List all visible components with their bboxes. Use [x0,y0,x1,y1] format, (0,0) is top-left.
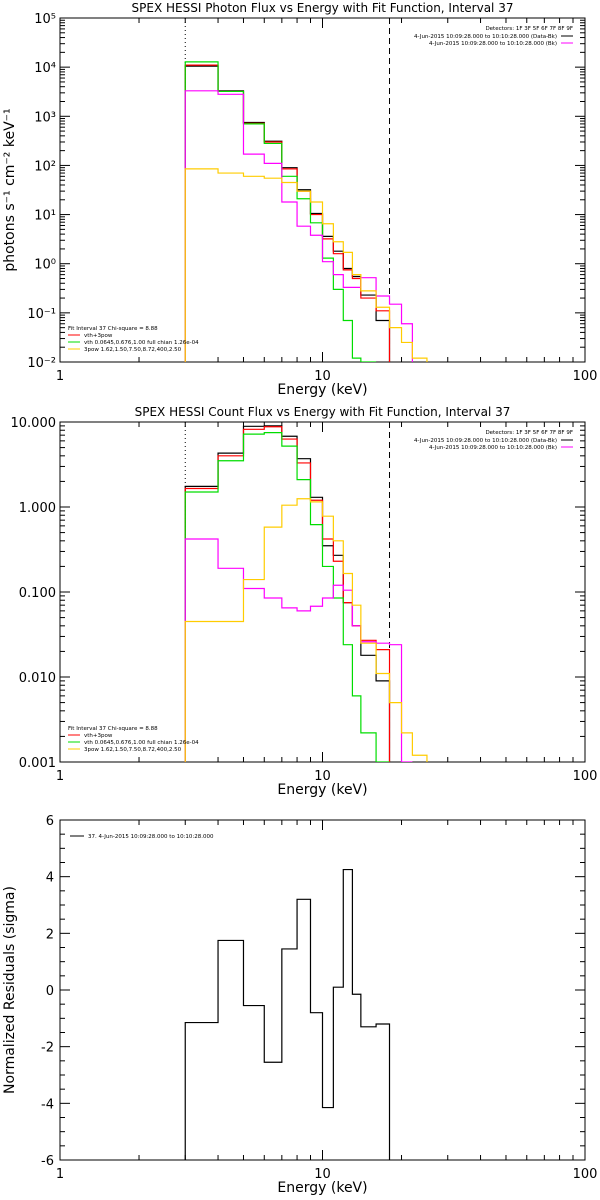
series-line-4 [184,168,428,362]
x-axis-title: Energy (keV) [277,1180,367,1196]
x-tick-label: 100 [573,1167,598,1182]
y-tick-label: 6 [46,814,54,829]
x-tick-label: 1 [56,1167,64,1182]
series-group [184,868,391,1160]
series-line-0 [184,425,391,762]
legend-entry: Fit Interval 37 Chi-square = 8.88 [68,726,158,732]
series-group [184,61,428,362]
plot-frame [59,421,586,763]
series-line-1 [184,426,391,762]
series-line-3 [184,538,413,762]
legend-entry: 3pow 1.62,1.50,7.50,8.72,400,2.50 [84,747,182,753]
plot-frame [59,17,586,363]
legend-entry: vth+3pow [84,333,113,339]
legend-entry: 3pow 1.62,1.50,7.50,8.72,400,2.50 [84,347,182,353]
y-tick-label: 10⁰ [34,258,56,273]
y-tick-label: -2 [41,1041,54,1056]
x-tick-label: 100 [573,369,598,384]
y-tick-label: 10.000 [11,416,57,431]
y-tick-label: 10² [34,159,56,174]
x-tick-label: 1 [56,769,64,784]
y-tick-label: 4 [46,871,54,886]
y-tick-label: 10⁻² [27,356,56,371]
y-tick-label: 10⁵ [34,12,56,27]
legend-entry: Fit Interval 37 Chi-square = 8.88 [68,326,158,332]
detector-time-range: 4-Jun-2015 10:09:28.000 to 10:10:28.000 … [414,438,557,444]
legend-entry: vth 0.0645,0.676,1.00 full chian 1.26e-0… [84,340,199,346]
y-axis-title: Normalized Residuals (sigma) [2,886,18,1094]
y-tick-label: 10⁴ [34,61,56,76]
plot-frame [59,819,586,1161]
y-tick-label: -6 [41,1154,54,1169]
detector-time-range: 4-Jun-2015 10:09:28.000 to 10:10:28.000 … [429,445,557,451]
series-group [184,425,428,762]
y-axis-title: photons s⁻¹ cm⁻² keV⁻¹ [2,108,18,271]
detectors-label: Detectors: 1F 3F 5F 6F 7F 8F 9F [485,430,573,436]
legend-entry: vth 0.0645,0.676,1.00 full chian 1.26e-0… [84,740,199,746]
y-tick-label: 0 [46,984,54,999]
series-line-2 [184,61,377,362]
y-tick-label: -4 [41,1097,54,1112]
series-line-3 [184,90,413,362]
series-line-2 [184,432,390,762]
x-axis-title: Energy (keV) [277,382,367,398]
x-tick-label: 1 [56,369,64,384]
chart-title: SPEX HESSI Count Flux vs Energy with Fit… [135,405,511,419]
y-tick-label: 0.100 [19,586,56,601]
legend-entry: 37. 4-Jun-2015 10:09:28.000 to 10:10:28.… [88,834,214,840]
detectors-label: Detectors: 1F 3F 5F 6F 7F 8F 9F [485,26,573,32]
series-line-4 [184,498,428,762]
count-flux-panel: SPEX HESSI Count Flux vs Energy with Fit… [11,405,598,798]
series-line-0 [184,65,391,362]
series-line-0 [184,868,391,1160]
y-tick-label: 0.010 [19,671,56,686]
y-tick-label: 10¹ [34,209,56,224]
x-axis-title: Energy (keV) [277,782,367,798]
legend-entry: vth+3pow [84,733,113,739]
chart-title: SPEX HESSI Photon Flux vs Energy with Fi… [132,1,514,15]
x-tick-label: 100 [573,769,598,784]
y-tick-label: 10³ [34,110,56,125]
detector-time-range: 4-Jun-2015 10:09:28.000 to 10:10:28.000 … [429,41,557,47]
residuals-panel: 1 10 100 Energy (keV) -6 -4 -2 0 2 4 6 Normalized R… [2,814,597,1196]
y-tick-label: 1.000 [19,501,56,516]
x-tick-label: 10 [314,369,331,384]
photon-flux-panel: SPEX HESSI Photon Flux vs Energy with Fi… [2,1,597,398]
y-tick-label: 2 [46,927,54,942]
x-tick-label: 10 [314,769,331,784]
detector-time-range: 4-Jun-2015 10:09:28.000 to 10:10:28.000 … [414,34,557,40]
series-line-1 [184,64,391,362]
y-tick-label: 0.001 [19,756,56,771]
x-tick-label: 10 [314,1167,331,1182]
y-tick-label: 10⁻¹ [27,307,56,322]
